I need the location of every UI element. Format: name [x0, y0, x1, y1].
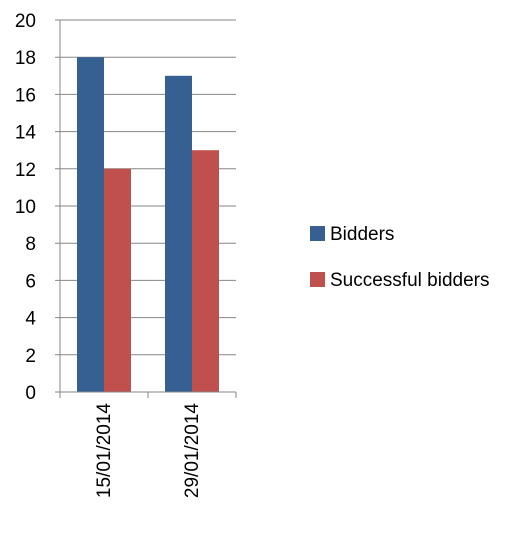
bar-successful-bidders-1: [104, 168, 131, 392]
legend: Bidders Successful bidders: [310, 224, 489, 291]
y-tick-label: 8: [25, 234, 36, 255]
x-tick-label: 15/01/2014: [94, 403, 115, 499]
x-tick-labels: 15/01/2014 29/01/2014: [94, 403, 203, 499]
y-tick-label: 14: [15, 123, 37, 144]
legend-swatch: [310, 226, 325, 241]
bar-successful-bidders-2: [192, 150, 219, 392]
legend-label: Bidders: [330, 224, 394, 245]
y-tick-label: 12: [15, 160, 36, 181]
y-tick-label: 16: [15, 85, 36, 106]
y-tick-label: 10: [15, 197, 36, 218]
legend-label: Successful bidders: [330, 270, 489, 291]
y-tick-labels: 0 2 4 6 8 10 12 14 16 18 20: [15, 11, 37, 404]
x-tick-label: 29/01/2014: [182, 403, 203, 499]
bars: [77, 57, 219, 393]
y-tick-label: 4: [25, 309, 36, 330]
y-tick-label: 2: [25, 346, 36, 367]
legend-swatch: [310, 272, 325, 287]
y-tick-label: 20: [15, 11, 36, 32]
y-tick-label: 0: [25, 383, 36, 404]
bar-bidders-2: [165, 75, 192, 393]
y-tick-label: 6: [25, 271, 36, 292]
bar-bidders-1: [77, 57, 104, 392]
y-tick-label: 18: [15, 48, 36, 69]
axes: [55, 20, 237, 398]
